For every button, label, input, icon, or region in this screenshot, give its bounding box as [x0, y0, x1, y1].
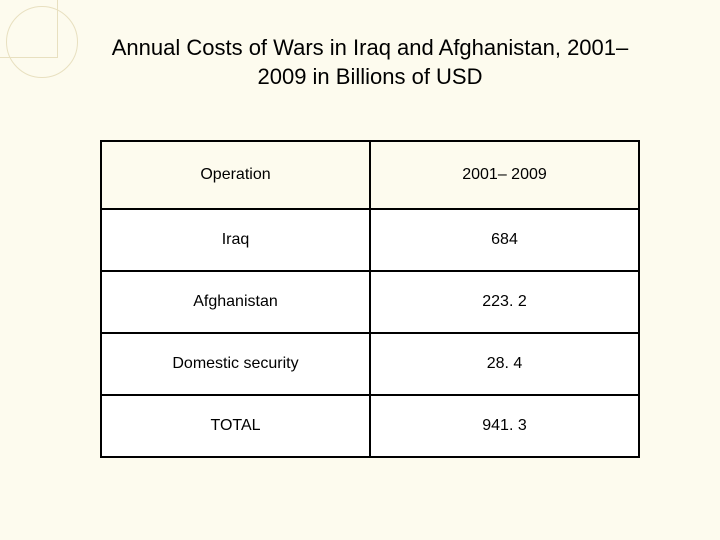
slide-title: Annual Costs of Wars in Iraq and Afghani…: [100, 34, 640, 91]
cost-table-wrap: Operation 2001– 2009 Iraq 684 Afghanista…: [100, 140, 640, 458]
deco-square: [0, 0, 58, 58]
table-row: Domestic security 28. 4: [101, 333, 639, 395]
cost-table: Operation 2001– 2009 Iraq 684 Afghanista…: [100, 140, 640, 458]
cell-value: 684: [370, 209, 639, 271]
cell-operation: Domestic security: [101, 333, 370, 395]
col-header-period: 2001– 2009: [370, 141, 639, 209]
deco-circle: [6, 6, 78, 78]
table-row: TOTAL 941. 3: [101, 395, 639, 457]
table-header-row: Operation 2001– 2009: [101, 141, 639, 209]
slide: Annual Costs of Wars in Iraq and Afghani…: [0, 0, 720, 540]
corner-decoration: [0, 0, 80, 80]
cell-value: 223. 2: [370, 271, 639, 333]
cell-operation: Iraq: [101, 209, 370, 271]
table-row: Iraq 684: [101, 209, 639, 271]
cell-operation: Afghanistan: [101, 271, 370, 333]
table-row: Afghanistan 223. 2: [101, 271, 639, 333]
cell-value: 28. 4: [370, 333, 639, 395]
cell-operation: TOTAL: [101, 395, 370, 457]
cell-value: 941. 3: [370, 395, 639, 457]
col-header-operation: Operation: [101, 141, 370, 209]
